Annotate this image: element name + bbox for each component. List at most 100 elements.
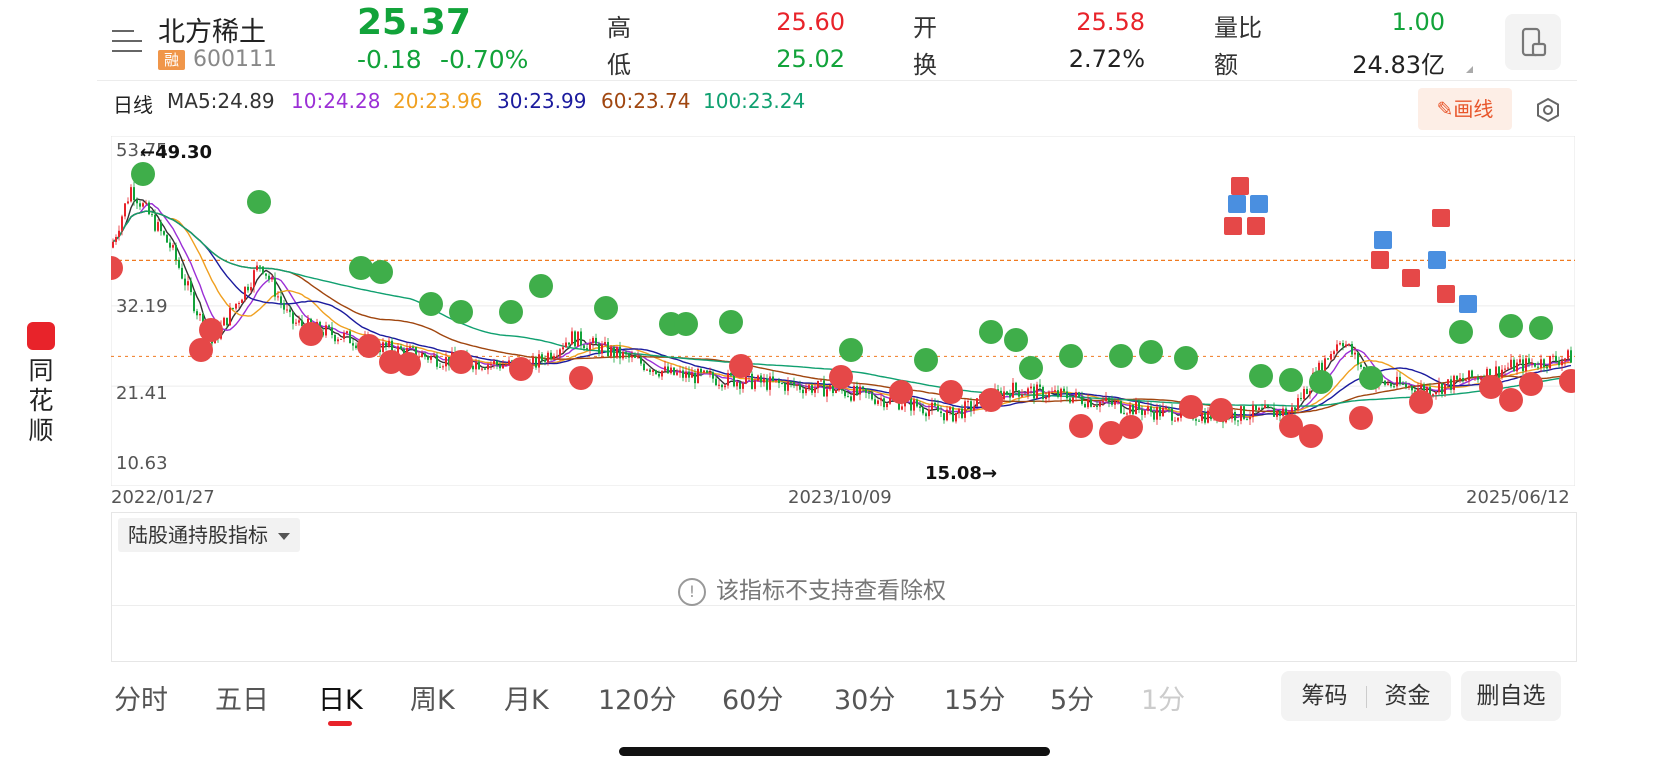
candle-body <box>1144 410 1146 415</box>
tab-intraday[interactable]: 分时 <box>114 685 168 716</box>
menu-icon[interactable] <box>112 28 142 54</box>
candle-body <box>1168 407 1170 409</box>
tab-60min[interactable]: 60分 <box>722 685 784 716</box>
candle-body <box>820 380 822 382</box>
trade-signal-marker <box>1459 295 1477 313</box>
kline-chart[interactable] <box>111 136 1575 486</box>
candle-body <box>562 347 564 350</box>
candle-body <box>619 346 621 359</box>
indicator-selector[interactable]: 陆股通持股指标 <box>118 518 300 552</box>
candle-body <box>550 352 552 359</box>
candle-body <box>310 318 312 325</box>
candle-body <box>1435 392 1437 395</box>
candle-body <box>1438 383 1440 393</box>
candle-body <box>1465 380 1467 382</box>
candle-body <box>1393 386 1395 388</box>
candle-body <box>475 361 477 370</box>
candle-body <box>547 352 549 362</box>
candle-body <box>553 356 555 359</box>
candle-body <box>1066 391 1068 399</box>
candle-body <box>1081 396 1083 404</box>
candle-body <box>532 357 534 364</box>
candle-body <box>229 307 231 326</box>
candle-body <box>1231 412 1233 419</box>
tab-monthly-k[interactable]: 月K <box>504 685 549 716</box>
candle-body <box>1525 358 1527 372</box>
expand-corner-icon[interactable] <box>1466 66 1473 73</box>
candle-body <box>1036 384 1038 399</box>
remove-watchlist-button[interactable]: 删自选 <box>1461 671 1561 721</box>
candle-body <box>1171 408 1173 421</box>
candle-body <box>190 281 192 293</box>
candle-body <box>1132 404 1134 415</box>
buy-signal-marker <box>1479 375 1503 399</box>
candle-body <box>511 360 513 362</box>
chips-button[interactable]: 筹码 <box>1301 683 1348 709</box>
candle-body <box>397 346 399 356</box>
tab-five-day[interactable]: 五日 <box>215 685 269 716</box>
candle-body <box>1399 376 1401 384</box>
candle-body <box>1243 406 1245 419</box>
buy-signal-marker <box>1499 388 1523 412</box>
funds-button[interactable]: 资金 <box>1384 683 1431 709</box>
candle-body <box>775 379 777 381</box>
candle-body <box>1468 370 1470 381</box>
tab-weekly-k[interactable]: 周K <box>410 685 455 716</box>
trade-signal-marker <box>1374 231 1392 249</box>
candle-body <box>1423 384 1425 393</box>
candle-body <box>223 317 225 326</box>
landscape-toggle-button[interactable] <box>1505 14 1561 70</box>
buy-signal-marker <box>1519 372 1543 396</box>
indicator-divider <box>112 605 1575 606</box>
candle-body <box>343 333 345 339</box>
tab-30min[interactable]: 30分 <box>834 685 896 716</box>
candle-body <box>1552 355 1554 357</box>
period-label: 日线 <box>113 93 153 117</box>
candle-body <box>673 367 675 375</box>
candle-body <box>535 357 537 368</box>
candle-body <box>1198 420 1200 422</box>
candle-body <box>1279 410 1281 416</box>
tab-5min[interactable]: 5分 <box>1050 685 1095 716</box>
candle-body <box>1345 344 1347 347</box>
candle-body <box>1177 417 1179 421</box>
app-logo-icon[interactable] <box>27 322 55 350</box>
candle-body <box>784 383 786 391</box>
sell-signal-marker <box>369 260 393 284</box>
buy-signal-marker <box>729 354 753 378</box>
candle-body <box>721 384 723 388</box>
tab-120min[interactable]: 120分 <box>598 685 677 716</box>
candle-body <box>346 331 348 334</box>
tab-1min[interactable]: 1分 <box>1141 685 1186 716</box>
chips-funds-toggle: 筹码 资金 <box>1281 671 1451 721</box>
candle-body <box>1039 384 1041 387</box>
candle-body <box>625 352 627 355</box>
candle-body <box>1531 362 1533 364</box>
candle-body <box>961 408 963 418</box>
candle-body <box>901 406 903 410</box>
tab-daily-k[interactable]: 日K <box>318 685 363 716</box>
draw-line-button[interactable]: ✎画线 <box>1418 88 1512 130</box>
sell-signal-marker <box>1059 344 1083 368</box>
candle-body <box>1537 366 1539 368</box>
candle-body <box>1003 391 1005 400</box>
sell-signal-marker <box>349 256 373 280</box>
candle-body <box>1276 410 1278 417</box>
sell-signal-marker <box>529 274 553 298</box>
candle-body <box>943 413 945 421</box>
candle-body <box>1234 412 1236 421</box>
price-change: -0.18 <box>357 45 422 74</box>
candle-body <box>697 368 699 384</box>
tab-15min[interactable]: 15分 <box>944 685 1006 716</box>
home-indicator[interactable] <box>619 747 1050 756</box>
candle-body <box>1540 359 1542 368</box>
app-name-vertical[interactable]: 同花顺 <box>28 356 54 445</box>
candle-body <box>781 383 783 385</box>
candle-body <box>178 259 180 268</box>
candle-body <box>1105 397 1107 402</box>
candle-body <box>118 230 120 238</box>
candle-body <box>352 343 354 346</box>
sell-signal-marker <box>1249 364 1273 388</box>
sell-signal-marker <box>839 338 863 362</box>
settings-hexagon-icon[interactable] <box>1535 97 1561 127</box>
